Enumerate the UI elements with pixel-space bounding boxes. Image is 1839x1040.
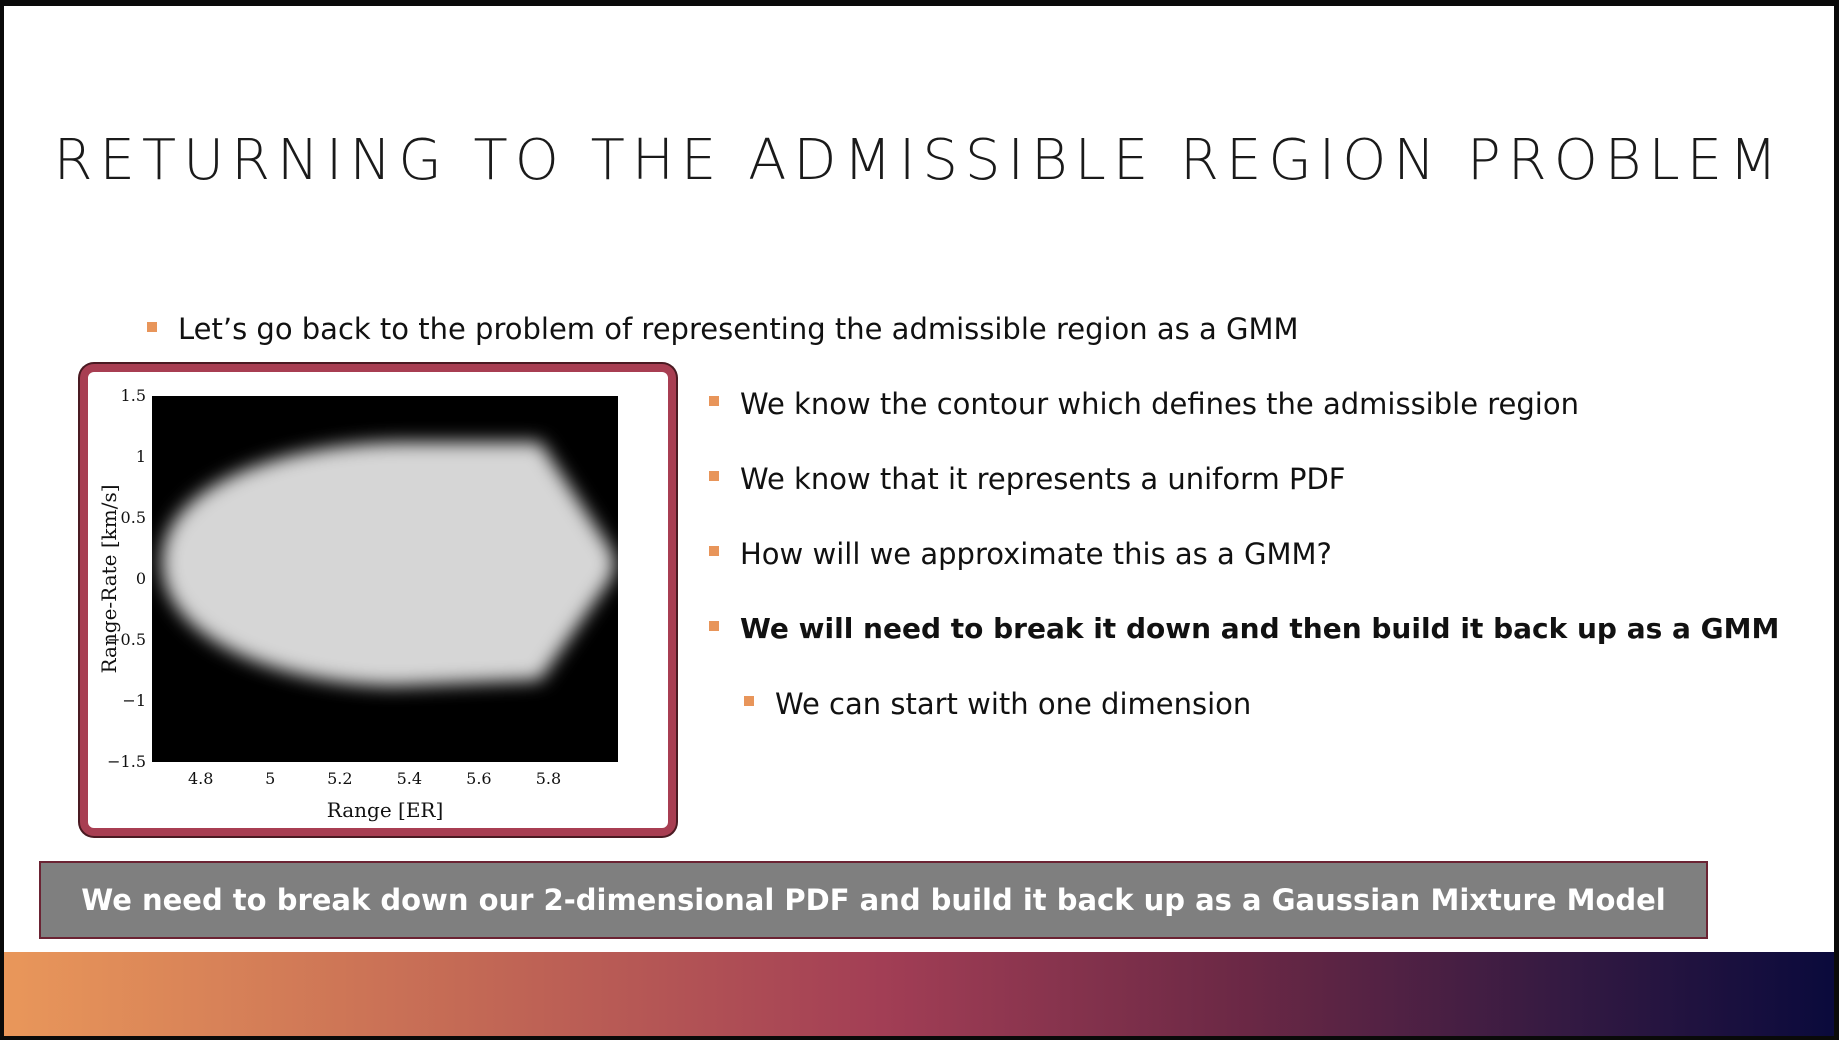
- bullet-marker: [709, 396, 719, 406]
- bullet-marker: [709, 471, 719, 481]
- footer-gradient-bar: [4, 952, 1834, 1036]
- y-tick-label: 1: [136, 447, 146, 466]
- summary-callout: We need to break down our 2-dimensional …: [39, 861, 1708, 939]
- y-tick-label: 1.5: [121, 386, 146, 405]
- y-tick-label: 0: [136, 569, 146, 588]
- slide: RETURNING TO THE ADMISSIBLE REGION PROBL…: [4, 6, 1834, 1036]
- bullet-marker: [147, 322, 157, 332]
- y-axis-label: Range-Rate [km/s]: [97, 484, 121, 673]
- bullet-marker: [709, 621, 719, 631]
- x-tick-label: 4.8: [188, 769, 213, 788]
- x-tick-label: 5.4: [397, 769, 422, 788]
- y-tick-label: −0.5: [107, 630, 146, 649]
- bullet-1: Let’s go back to the problem of represen…: [178, 312, 1299, 346]
- bullet-5: We will need to break it down and then b…: [740, 612, 1780, 645]
- bullet-marker: [709, 546, 719, 556]
- bullet-2: We know the contour which defines the ad…: [740, 387, 1579, 421]
- x-tick-label: 5: [265, 769, 275, 788]
- x-tick-label: 5.8: [536, 769, 561, 788]
- sub-bullet-marker: [744, 696, 754, 706]
- slide-title: RETURNING TO THE ADMISSIBLE REGION PROBL…: [53, 128, 1785, 193]
- y-tick-label: −1.5: [107, 752, 146, 771]
- bullet-3: We know that it represents a uniform PDF: [740, 462, 1346, 496]
- y-tick-label: −1: [122, 691, 146, 710]
- sub-bullet-1: We can start with one dimension: [775, 687, 1252, 721]
- y-axis-ticks: 1.5 1 0.5 0 −0.5 −1 −1.5: [107, 386, 146, 771]
- y-tick-label: 0.5: [121, 508, 146, 527]
- x-axis-label: Range [ER]: [327, 798, 444, 822]
- figure-frame: 1.5 1 0.5 0 −0.5 −1 −1.5 4.8 5 5.2 5.4 5.6 5.8 Rang…: [80, 364, 676, 836]
- x-axis-ticks: 4.8 5 5.2 5.4 5.6 5.8: [188, 769, 561, 788]
- admissible-region-plot: 1.5 1 0.5 0 −0.5 −1 −1.5 4.8 5 5.2 5.4 5.6 5.8 Rang…: [97, 386, 618, 822]
- bullet-4: How will we approximate this as a GMM?: [740, 537, 1332, 571]
- admissible-region: [162, 442, 615, 686]
- x-tick-label: 5.2: [327, 769, 352, 788]
- x-tick-label: 5.6: [466, 769, 491, 788]
